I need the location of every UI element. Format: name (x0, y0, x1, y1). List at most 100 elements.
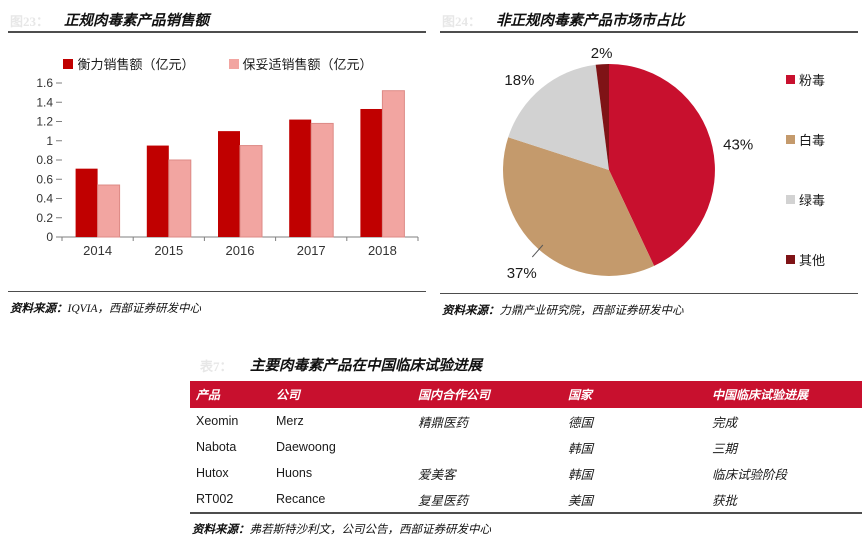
clinical-trials-table: 产品 公司 国内合作公司 国家 中国临床试验进展 Xeomin Merz 精鼎医药 德国 完成 N… (190, 381, 862, 514)
left-chart-title: 正规肉毒素产品销售额 (64, 13, 209, 29)
bar (381, 90, 405, 238)
table-cell: 韩国 (568, 441, 594, 456)
source-text: IQVIA，西部证券研发中心 (67, 303, 202, 315)
table-header-cell: 中国临床试验进展 (712, 388, 809, 402)
table-source: 资料来源：弗若斯特沙利文，公司公告，西部证券研发中心 (192, 521, 491, 537)
pie-chart-legend: 粉毒 白毒 绿毒 其他 (786, 70, 825, 310)
table-cell: 爱美客 (418, 467, 456, 482)
legend-item: 绿毒 (786, 190, 825, 209)
table-cell: RT002 (196, 492, 234, 506)
source-label: 资料来源： (10, 303, 68, 315)
legend-label: 衡力销售额（亿元） (77, 57, 195, 72)
legend-swatch-icon (786, 195, 795, 204)
table-cell: 精鼎医药 (418, 415, 469, 430)
table-body: Xeomin Merz 精鼎医药 德国 完成 Nabota Daewoong 韩国 三期 Huto… (190, 408, 862, 512)
left-chart-source: 资料来源：IQVIA，西部证券研发中心 (10, 300, 201, 316)
table-row: RT002 Recance 复星医药 美国 获批 (190, 486, 862, 512)
bar (360, 108, 383, 237)
figure-number-ghost-right: 图24： (442, 14, 482, 29)
legend-swatch-icon (786, 255, 795, 264)
right-bottom-rule (440, 293, 858, 294)
left-title-rule (8, 31, 426, 33)
bar (75, 168, 98, 237)
table-header-cell: 公司 (276, 388, 301, 402)
y-tick-label: 0.6 (36, 172, 53, 186)
bar (310, 122, 334, 238)
left-bottom-rule (8, 291, 426, 292)
legend-label: 绿毒 (799, 193, 826, 208)
pie-slice (503, 137, 655, 276)
y-tick-label: 0.8 (36, 153, 53, 167)
table-cell: 完成 (712, 415, 738, 430)
figure-number-ghost-table: 表7： (200, 359, 233, 374)
legend-swatch-icon (63, 58, 74, 69)
table-cell: Merz (276, 414, 304, 428)
y-tick-label: 0.2 (36, 211, 53, 225)
y-tick-label: 0.4 (36, 192, 53, 206)
table-cell: Recance (276, 492, 326, 506)
x-category-label: 2014 (83, 243, 112, 258)
table-cell: Nabota (196, 440, 237, 454)
right-chart-source: 资料来源：力鼎产业研究院，西部证券研发中心 (442, 302, 684, 318)
x-category-label: 2017 (297, 243, 326, 258)
y-tick-label: 1.6 (36, 76, 53, 90)
y-tick-label: 1.2 (36, 115, 53, 129)
source-label: 资料来源： (192, 524, 250, 536)
table-row: Hutox Huons 爱美客 韩国 临床试验阶段 (190, 460, 862, 486)
legend-swatch-icon (228, 58, 239, 69)
right-title-rule (440, 31, 858, 33)
table-bottom-rule (190, 512, 862, 514)
pie-slice (609, 64, 715, 266)
table-cell: 韩国 (568, 467, 594, 482)
pie-label: 37% (507, 265, 537, 282)
legend-item: 白毒 (786, 130, 825, 149)
table-cell: 临床试验阶段 (712, 467, 788, 482)
table-header-row: 产品 公司 国内合作公司 国家 中国临床试验进展 (190, 381, 862, 408)
table-header-cell: 国内合作公司 (418, 388, 491, 402)
legend-label: 其他 (799, 253, 826, 268)
bar-chart-svg: 0 0.2 0.4 0.6 0.8 1 1.2 1.4 1.6 2014 2015 2016 2017 2… (36, 76, 419, 258)
table-cell: Huons (276, 466, 313, 480)
x-category-label: 2016 (226, 243, 255, 258)
legend-item: 粉毒 (786, 70, 825, 89)
table-title: 主要肉毒素产品在中国临床试验进展 (250, 358, 482, 374)
table-cell: 复星医药 (418, 493, 469, 508)
table-cell: Daewoong (276, 440, 336, 454)
legend-item: 其他 (786, 250, 825, 269)
bar (146, 145, 169, 237)
legend-swatch-icon (786, 75, 795, 84)
table-header-cell: 产品 (196, 388, 221, 402)
source-text: 弗若斯特沙利文，公司公告，西部证券研发中心 (249, 524, 492, 536)
table-cell: Hutox (196, 466, 229, 480)
y-tick-label: 1 (46, 134, 53, 148)
legend-swatch-icon (786, 135, 795, 144)
right-chart-title: 非正规肉毒素产品市场市占比 (496, 13, 685, 29)
legend-label: 白毒 (799, 133, 826, 148)
table-cell: 美国 (568, 493, 594, 508)
bar (218, 131, 240, 237)
pie-chart-svg: 43% 37% 18% 2% (503, 45, 753, 282)
bar (168, 159, 192, 238)
pie-label-leader (531, 244, 544, 258)
y-tick-label: 1.4 (36, 95, 53, 109)
pie-label: 43% (723, 136, 753, 153)
table-row: Xeomin Merz 精鼎医药 德国 完成 (190, 408, 862, 434)
pie-slice (508, 64, 609, 170)
legend-item: 保妥适销售额（亿元） (228, 54, 373, 73)
pie-slice (595, 63, 609, 170)
y-tick-label: 0 (46, 230, 53, 244)
table-cell: 三期 (712, 441, 738, 456)
bar-chart-legend: 衡力销售额（亿元） 保妥适销售额（亿元） (8, 54, 428, 73)
bar (289, 119, 312, 237)
table-header-cell: 国家 (568, 388, 593, 402)
table-cell: 获批 (712, 493, 738, 508)
table-row: Nabota Daewoong 韩国 三期 (190, 434, 862, 460)
legend-item: 衡力销售额（亿元） (63, 54, 195, 73)
legend-label: 粉毒 (799, 73, 826, 88)
pie-label: 2% (591, 45, 613, 62)
bar (239, 145, 263, 238)
x-category-label: 2015 (154, 243, 183, 258)
x-category-label: 2018 (368, 243, 397, 258)
table-cell: Xeomin (196, 414, 239, 428)
